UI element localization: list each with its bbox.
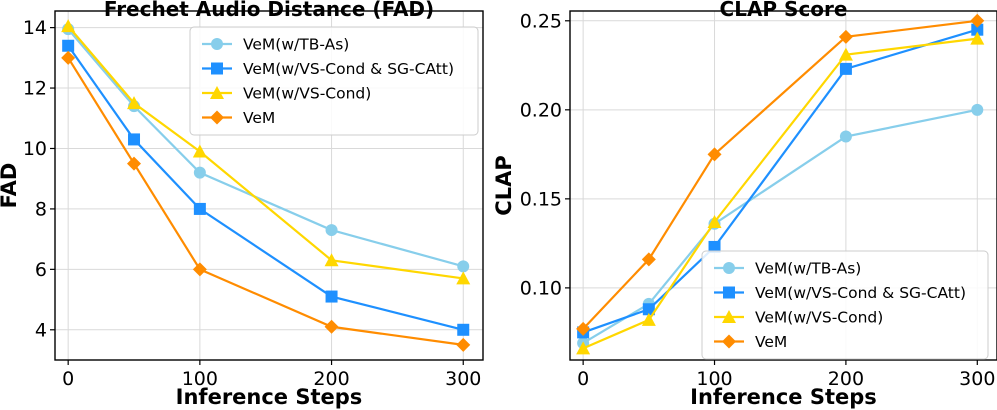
- y-tick-label: 0.15: [520, 188, 562, 210]
- data-point: [576, 341, 591, 355]
- data-point: [641, 252, 656, 267]
- data-point: [61, 19, 76, 33]
- legend-label: VeM(w/VS-Cond & SG-CAtt): [755, 284, 966, 302]
- data-point: [708, 240, 721, 253]
- y-tick-label: 14: [23, 17, 47, 39]
- chart-2: 0 100 200 300 0.10 0.15 0.20 0.25 CLAP Score Infe…: [492, 0, 997, 409]
- y-tick-label: 6: [35, 259, 47, 281]
- series-vem-w-vs-cond-: [61, 19, 471, 285]
- x-tick-label: 100: [696, 368, 732, 390]
- y-tick-label: 12: [23, 78, 47, 100]
- data-point: [971, 103, 984, 116]
- x-tick-label: 300: [445, 368, 481, 390]
- legend-label: VeM(w/TB-As): [243, 36, 349, 54]
- y-tick-label: 10: [23, 138, 47, 160]
- data-point: [707, 147, 722, 162]
- legend-entry: VeM(w/VS-Cond): [714, 309, 883, 327]
- data-point: [971, 23, 984, 36]
- legend-entry: VeM(w/VS-Cond & SG-CAtt): [714, 284, 966, 302]
- data-point: [838, 47, 853, 61]
- data-point: [192, 262, 207, 277]
- x-tick-label: 0: [62, 368, 74, 390]
- legend: VeM(w/TB-As) VeM(w/VS-Cond & SG-CAtt) VeM(…: [701, 250, 989, 360]
- chart-title: CLAP Score: [720, 0, 848, 21]
- data-point: [127, 156, 142, 171]
- legend-entry: VeM(w/VS-Cond): [202, 85, 371, 103]
- data-point: [970, 31, 985, 45]
- legend-label: VeM(w/VS-Cond): [243, 85, 371, 103]
- legend-marker-icon: [723, 262, 735, 274]
- series-vem: [61, 50, 471, 352]
- data-point: [970, 13, 985, 28]
- legend-label: VeM: [755, 333, 787, 351]
- legend-entry: VeM: [714, 333, 787, 351]
- x-axis-label: Inference Steps: [176, 385, 363, 409]
- data-point: [62, 39, 75, 52]
- x-axis-label: Inference Steps: [690, 385, 877, 409]
- plot-frame: [54, 10, 484, 361]
- legend-entry: VeM(w/TB-As): [714, 260, 861, 278]
- data-point: [456, 337, 471, 352]
- legend-marker-icon: [723, 286, 735, 299]
- plot-frame: [569, 10, 997, 361]
- x-tick-label: 100: [182, 368, 218, 390]
- y-axis-label: CLAP: [492, 155, 516, 215]
- legend-entry: VeM: [202, 109, 275, 127]
- chart-1: 0 100 200 300 4 6 8 10 12 14 Frechet Audio Distanc…: [0, 0, 484, 409]
- data-point: [127, 96, 142, 110]
- series-vem: [576, 13, 985, 336]
- data-point: [839, 130, 852, 143]
- legend: VeM(w/TB-As) VeM(w/VS-Cond & SG-CAtt) VeM(…: [189, 26, 479, 136]
- data-point: [324, 253, 339, 267]
- data-point: [193, 202, 206, 215]
- series-vem-w-vs-cond-sg-catt-: [577, 23, 984, 339]
- data-point: [707, 215, 722, 229]
- data-point: [642, 303, 655, 316]
- legend-marker-icon: [211, 62, 223, 75]
- legend-label: VeM(w/VS-Cond & SG-CAtt): [243, 60, 454, 78]
- legend-marker-icon: [210, 110, 224, 125]
- legend-entry: VeM(w/VS-Cond & SG-CAtt): [202, 60, 454, 78]
- y-axis-label: FAD: [0, 163, 21, 209]
- data-point: [576, 321, 591, 336]
- series-vem-w-vs-cond-: [576, 31, 985, 355]
- legend-label: VeM: [243, 109, 275, 127]
- legend-marker-icon: [722, 334, 736, 349]
- legend-label: VeM(w/TB-As): [755, 260, 861, 278]
- legend-marker-icon: [210, 86, 224, 99]
- legend-label: VeM(w/VS-Cond): [755, 309, 883, 327]
- data-point: [641, 312, 656, 326]
- legend-box: [189, 26, 479, 136]
- series-vem-w-vs-cond-sg-catt-: [62, 39, 470, 336]
- y-tick-label: 0.10: [520, 277, 562, 299]
- data-point: [128, 133, 141, 146]
- y-tick-label: 8: [35, 198, 47, 220]
- x-tick-label: 0: [577, 368, 589, 390]
- x-tick-label: 200: [828, 368, 864, 390]
- data-point: [456, 271, 471, 285]
- y-tick-label: 0.20: [520, 99, 562, 121]
- data-point: [838, 29, 853, 44]
- data-point: [324, 319, 339, 334]
- legend-marker-icon: [722, 310, 736, 323]
- y-tick-label: 4: [35, 319, 47, 341]
- data-point: [325, 224, 338, 237]
- data-point: [457, 260, 470, 273]
- legend-box: [701, 250, 989, 360]
- x-tick-label: 200: [313, 368, 349, 390]
- data-point: [192, 144, 207, 158]
- legend-marker-icon: [211, 38, 223, 50]
- data-point: [325, 290, 338, 303]
- data-point: [457, 323, 470, 336]
- legend-entry: VeM(w/TB-As): [202, 36, 349, 54]
- data-point: [61, 50, 76, 65]
- data-point: [839, 62, 852, 75]
- chart-title: Frechet Audio Distance (FAD): [104, 0, 434, 21]
- x-tick-label: 300: [959, 368, 995, 390]
- y-tick-label: 0.25: [520, 10, 562, 32]
- data-point: [193, 166, 206, 179]
